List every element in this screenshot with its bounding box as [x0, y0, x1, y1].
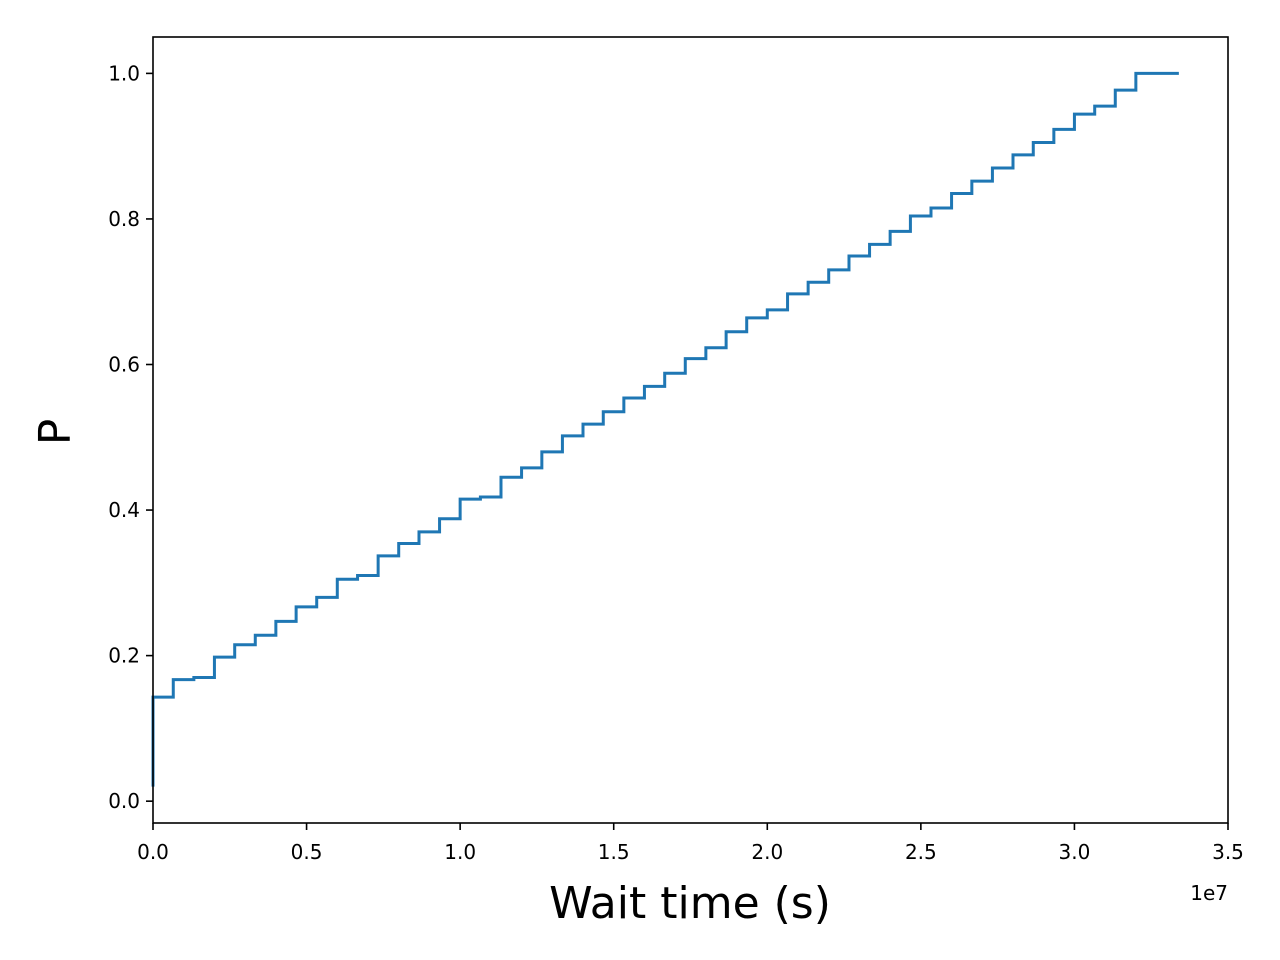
x-tick-label: 0.0 [137, 840, 169, 864]
x-axis-offset-label: 1e7 [1190, 881, 1228, 905]
x-axis-ticks: 0.0 0.5 1.0 1.5 2.0 2.5 3.0 3.5 [137, 823, 1244, 864]
y-axis-label: P [30, 419, 81, 446]
y-tick-label: 0.8 [108, 207, 140, 231]
x-tick-label: 1.5 [598, 840, 630, 864]
x-tick-label: 0.5 [291, 840, 323, 864]
x-tick-label: 1.0 [444, 840, 476, 864]
y-tick-label: 0.6 [108, 353, 140, 377]
axes-frame [152, 36, 1229, 824]
plot-area [151, 71, 1179, 787]
x-tick-label: 2.5 [905, 840, 937, 864]
y-tick-label: 0.2 [108, 644, 140, 668]
y-axis-ticks: 0.0 0.2 0.4 0.6 0.8 1.0 [108, 61, 153, 813]
y-tick-label: 0.4 [108, 498, 140, 522]
x-axis-label: Wait time (s) [549, 878, 831, 929]
series-line [151, 71, 1179, 787]
y-tick-label: 1.0 [108, 61, 140, 85]
x-tick-label: 2.0 [751, 840, 783, 864]
x-tick-label: 3.0 [1059, 840, 1091, 864]
x-tick-label: 3.5 [1212, 840, 1244, 864]
y-tick-label: 0.0 [108, 789, 140, 813]
